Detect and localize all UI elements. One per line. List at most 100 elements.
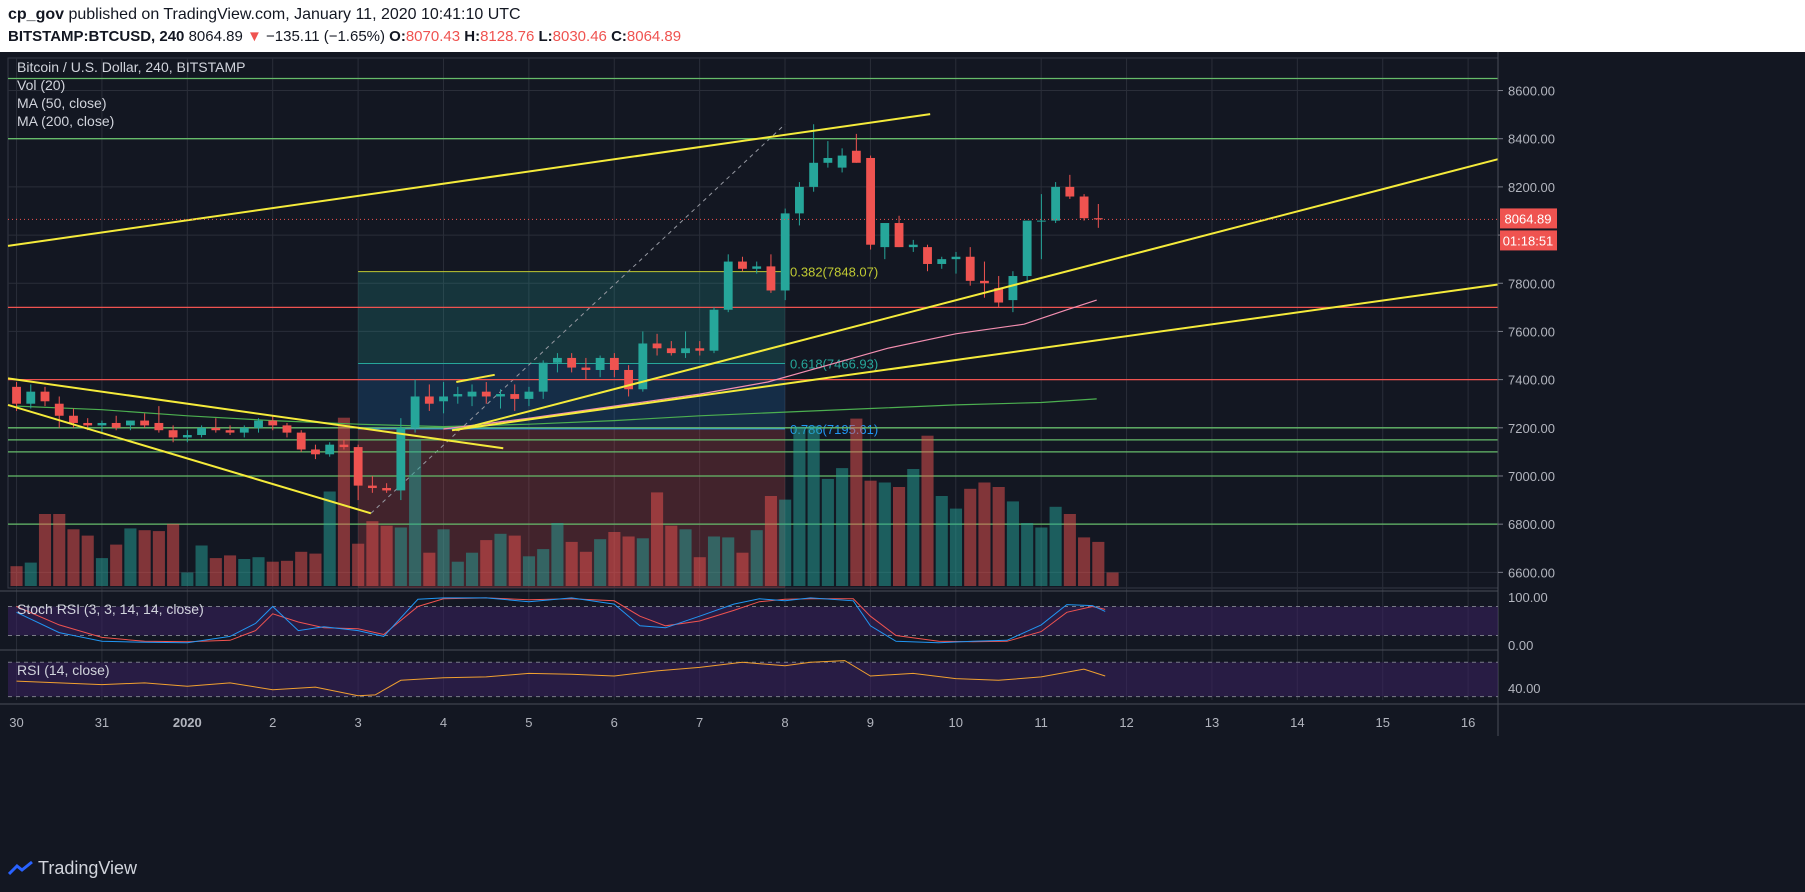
candle-body: [353, 447, 363, 486]
candle-body: [382, 488, 392, 491]
ma200-line: [16, 398, 1097, 428]
open-value: 8070.43: [405, 28, 461, 45]
volume-bar: [110, 544, 123, 586]
author-name[interactable]: cp_gov: [8, 6, 65, 23]
rsi-y-tick-label: 40.00: [1508, 681, 1541, 696]
volume-bar: [167, 523, 180, 586]
candle-body: [837, 155, 847, 168]
volume-bar: [181, 572, 194, 586]
candle-body: [168, 430, 178, 438]
candle-body: [1022, 220, 1032, 277]
volume-bar: [949, 508, 963, 586]
low-value: 8030.46: [552, 28, 607, 45]
candle-body: [923, 247, 932, 264]
candle-body: [439, 396, 448, 402]
x-tick-label: 10: [949, 715, 963, 730]
candle-body: [752, 266, 762, 269]
volume-bar: [223, 555, 237, 586]
y-tick-label: 6600.00: [1508, 565, 1555, 580]
candle-body: [595, 357, 605, 370]
fib-level-label: 0.382(7848.07): [790, 265, 878, 280]
candle-body: [709, 309, 719, 351]
tradingview-logo-icon: [8, 860, 33, 876]
candle-body: [1008, 276, 1018, 301]
candle-body: [538, 362, 548, 392]
candle-body: [567, 357, 577, 368]
symbol-label: BITSTAMP:BTCUSD, 240: [8, 28, 185, 45]
stoch-y-tick-label: 100.00: [1508, 590, 1548, 605]
high-label: H:: [464, 28, 481, 45]
trendline: [7, 377, 504, 450]
change-value: −135.11 (−1.65%): [266, 28, 385, 45]
x-tick-label: 30: [9, 715, 23, 730]
volume-bar: [978, 482, 991, 586]
fib-diagonal: [370, 123, 786, 514]
stoch-rsi-label: Stoch RSI (3, 3, 14, 14, close): [17, 601, 204, 617]
candle-body: [738, 261, 747, 269]
x-tick-label: 7: [696, 715, 703, 730]
candle-body: [681, 348, 690, 354]
volume-bar: [1006, 501, 1019, 586]
volume-bar: [366, 521, 379, 586]
countdown-label: 01:18:51: [1503, 233, 1554, 248]
rsi-line: [16, 660, 1106, 697]
volume-bar: [451, 561, 464, 586]
candle-body: [524, 391, 534, 399]
volume-bar: [821, 478, 834, 586]
y-tick-label: 6800.00: [1508, 517, 1555, 532]
candle-body: [40, 391, 50, 402]
chart-title: Bitcoin / U.S. Dollar, 240, BITSTAMP: [17, 59, 245, 75]
published-text: published on TradingView.com, January 11…: [68, 6, 521, 23]
candle-body: [325, 444, 335, 455]
trendline: [7, 113, 931, 247]
candle-body: [154, 422, 164, 431]
tradingview-logo[interactable]: TradingView: [8, 858, 137, 879]
candle-body: [894, 223, 904, 248]
price-chart[interactable]: 0.382(7848.07)0.618(7466.93)0.786(7195.6…: [0, 52, 1805, 892]
high-value: 8128.76: [480, 28, 535, 45]
candle-body: [794, 186, 804, 214]
y-tick-label: 7600.00: [1508, 324, 1555, 339]
candle-body: [553, 357, 562, 363]
x-tick-label: 2020: [173, 715, 202, 730]
candle-body: [1093, 218, 1103, 220]
volume-bar: [594, 539, 607, 586]
volume-bar: [508, 535, 521, 586]
candle-body: [424, 396, 434, 404]
volume-bar: [10, 566, 23, 586]
volume-bar: [309, 553, 322, 586]
volume-bar: [480, 540, 493, 586]
candle-body: [268, 420, 278, 426]
x-tick-label: 3: [354, 715, 361, 730]
footer-bar: [0, 847, 1805, 892]
candle-body: [254, 420, 263, 428]
x-tick-label: 11: [1034, 715, 1048, 730]
candle-body: [1036, 220, 1046, 222]
volume-bar: [380, 525, 393, 586]
volume-bar: [81, 535, 94, 586]
volume-bar: [921, 435, 934, 586]
volume-bar: [1106, 572, 1119, 586]
x-tick-label: 9: [867, 715, 874, 730]
candle-body: [1051, 186, 1061, 221]
candle-body: [866, 157, 875, 245]
volume-bar: [437, 529, 450, 586]
candle-body: [182, 435, 192, 438]
volume-bar: [722, 537, 735, 586]
indicator-label: MA (50, close): [17, 95, 106, 111]
close-label: C:: [611, 28, 627, 45]
volume-bar: [907, 469, 920, 586]
stoch-band: [8, 606, 1498, 636]
trendline: [7, 403, 372, 515]
volume-bar: [651, 492, 664, 586]
trendline: [456, 158, 1499, 432]
volume-bar: [1035, 527, 1048, 586]
volume-bar: [295, 551, 308, 586]
volume-bar: [1063, 514, 1076, 586]
candle-body: [766, 266, 776, 291]
candle-body: [809, 162, 819, 187]
candle-body: [453, 394, 463, 397]
x-tick-label: 16: [1461, 715, 1475, 730]
candle-body: [638, 343, 648, 390]
x-tick-label: 5: [525, 715, 532, 730]
